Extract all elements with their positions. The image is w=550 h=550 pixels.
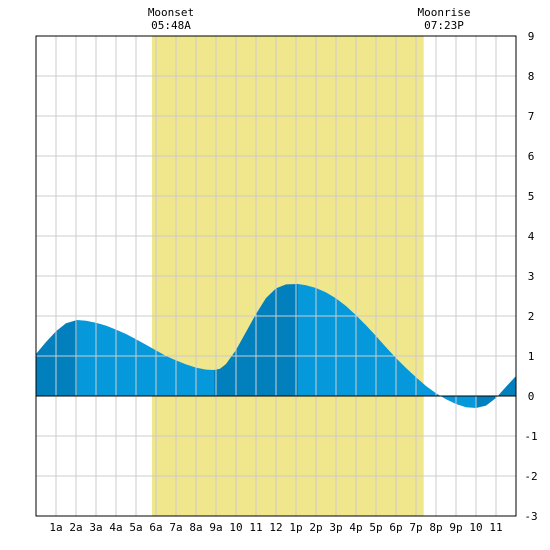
y-tick-label: 2 [528, 310, 535, 323]
x-tick-label: 9a [209, 521, 222, 534]
x-tick-label: 12 [269, 521, 282, 534]
moonset-label: Moonset [148, 6, 194, 19]
moonrise-label: Moonrise [418, 6, 471, 19]
x-tick-label: 5a [129, 521, 142, 534]
y-tick-label: 8 [528, 70, 535, 83]
x-tick-label: 3a [89, 521, 102, 534]
grid-layer [36, 35, 516, 517]
moonrise-time: 07:23P [424, 19, 464, 32]
x-tick-label: 3p [329, 521, 342, 534]
x-tick-label: 10 [229, 521, 242, 534]
tide-area-segment [476, 376, 516, 408]
x-tick-label: 6a [149, 521, 162, 534]
y-tick-label: 4 [528, 230, 535, 243]
x-tick-labels: 1a 2a 3a 4a 5a 6a 7a 8a 9a 10 11 12 1p 2p 3p 4p 5p 6p 7p 8p… [49, 521, 502, 534]
y-tick-label: 9 [528, 30, 535, 43]
x-tick-label: 6p [389, 521, 402, 534]
x-tick-label: 7a [169, 521, 182, 534]
tide-area-segment [298, 284, 476, 408]
y-tick-label: 5 [528, 190, 535, 203]
x-tick-label: 1a [49, 521, 62, 534]
y-tick-label: 7 [528, 110, 535, 123]
tide-area-segment [77, 320, 214, 396]
x-tick-label: 11 [489, 521, 502, 534]
x-tick-label: 11 [249, 521, 262, 534]
x-tick-label: 8p [429, 521, 442, 534]
x-tick-label: 2p [309, 521, 322, 534]
y-tick-label: -1 [524, 430, 537, 443]
y-tick-label: 3 [528, 270, 535, 283]
y-tick-label: -3 [524, 510, 537, 523]
y-tick-label: -2 [524, 470, 537, 483]
y-tick-label: 0 [528, 390, 535, 403]
moonset-time: 05:48A [151, 19, 191, 32]
x-tick-label: 2a [69, 521, 82, 534]
y-tick-label: 1 [528, 350, 535, 363]
plot-frame [35, 35, 517, 517]
x-tick-label: 7p [409, 521, 422, 534]
x-tick-label: 1p [289, 521, 302, 534]
x-tick-label: 4p [349, 521, 362, 534]
y-tick-label: 6 [528, 150, 535, 163]
x-tick-label: 5p [369, 521, 382, 534]
x-tick-label: 10 [469, 521, 482, 534]
x-tick-label: 8a [189, 521, 202, 534]
y-tick-labels: -3 -2 -1 0 1 2 3 4 5 6 7 8 9 [524, 30, 537, 523]
x-tick-label: 9p [449, 521, 462, 534]
x-tick-label: 4a [109, 521, 122, 534]
